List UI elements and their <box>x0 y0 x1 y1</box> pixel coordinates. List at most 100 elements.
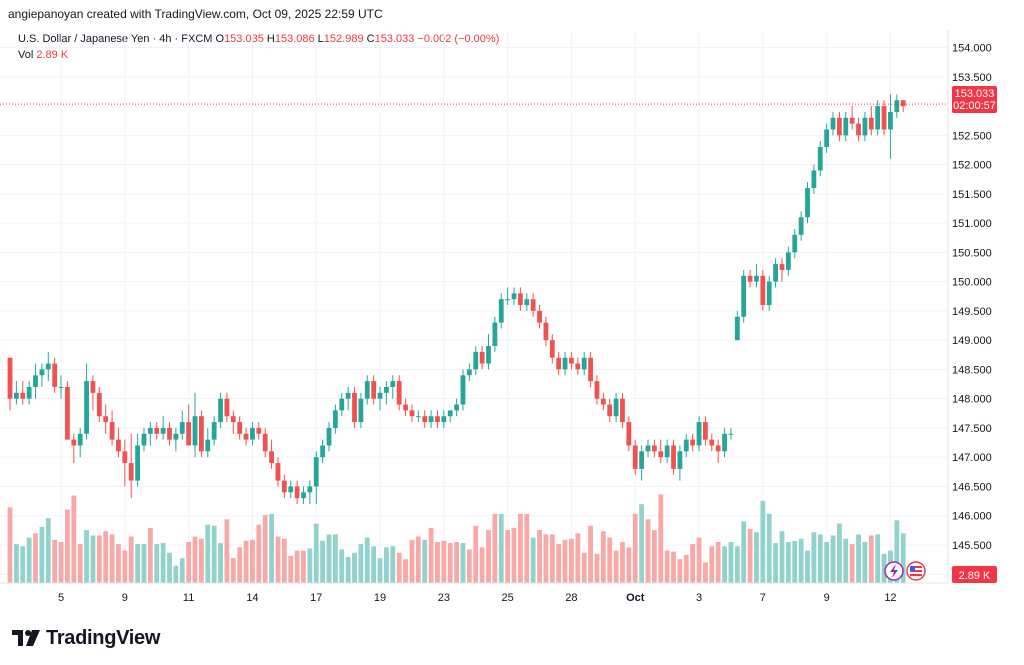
candle <box>651 439 657 458</box>
candle <box>205 427 211 458</box>
candle <box>122 439 128 487</box>
volume-legend: Vol 2.89 K <box>18 49 68 61</box>
volume-bar <box>505 530 511 583</box>
candle <box>703 416 708 446</box>
candle <box>173 427 179 452</box>
candle <box>301 486 306 504</box>
volume-bar <box>594 553 600 583</box>
candle <box>77 427 83 458</box>
volume-bar <box>575 533 581 583</box>
volume-bar <box>645 519 651 583</box>
candle <box>817 141 823 177</box>
x-tick-label: 3 <box>696 592 702 604</box>
candle <box>837 111 842 142</box>
candle-body <box>103 416 109 423</box>
volume-bar <box>122 550 128 583</box>
volume-bar <box>824 541 830 583</box>
candle <box>109 410 115 446</box>
price-tag-countdown: 02:00:57 <box>953 100 996 112</box>
candle <box>632 439 638 475</box>
candle-body <box>632 445 638 469</box>
candle <box>39 363 45 387</box>
candle-body <box>460 375 466 405</box>
candle <box>645 439 651 458</box>
volume-bar <box>607 537 613 583</box>
candle <box>760 269 766 311</box>
y-tick-label: 152.000 <box>952 160 992 172</box>
candle <box>569 351 574 370</box>
candle <box>422 410 428 428</box>
volume-bar <box>881 553 887 583</box>
candle <box>58 375 64 399</box>
candle <box>7 357 13 411</box>
candle <box>709 433 715 452</box>
candle-body <box>39 369 45 376</box>
candle-body <box>173 433 179 440</box>
candle-body <box>128 463 134 481</box>
x-tick-label: 25 <box>502 592 514 604</box>
volume-bar <box>96 535 102 583</box>
symbol-title[interactable]: U.S. Dollar / Japanese Yen · 4h · FXCM <box>18 33 213 45</box>
candle-body <box>530 299 536 311</box>
volume-bar <box>728 541 734 583</box>
candle-body <box>600 398 606 405</box>
lightning-icon[interactable] <box>884 561 904 581</box>
volume-bar <box>371 546 377 583</box>
candle-body <box>581 357 587 370</box>
y-tick-label: 148.500 <box>952 364 992 376</box>
candle <box>575 357 581 376</box>
volume-bar <box>664 550 670 583</box>
volume-label[interactable]: Vol <box>18 49 34 61</box>
candle <box>135 433 140 487</box>
candle-body <box>332 410 338 428</box>
volume-bar <box>837 523 842 583</box>
candle <box>518 287 523 311</box>
candle-body <box>639 451 645 469</box>
candle <box>454 398 459 417</box>
candle-body <box>154 427 160 434</box>
volume-bar <box>747 529 753 583</box>
candle <box>192 392 198 458</box>
candle <box>275 457 281 487</box>
volume-bar <box>205 524 211 583</box>
candle-body <box>575 363 581 370</box>
volume-bar <box>632 513 638 583</box>
volume-bar <box>849 544 855 583</box>
candle-body <box>243 433 249 440</box>
volume-tag-bg <box>952 566 997 583</box>
volume-bar <box>409 539 415 583</box>
x-tick-label: 19 <box>374 592 386 604</box>
candle-body <box>294 486 300 499</box>
volume-bar <box>160 543 166 583</box>
candle <box>862 111 868 142</box>
candle-body <box>218 398 223 423</box>
candle <box>773 258 778 288</box>
candle-body <box>33 375 38 387</box>
volume-bar <box>817 534 823 583</box>
volume-bar <box>785 541 791 583</box>
volume-bar <box>301 550 306 583</box>
x-tick-label: 17 <box>310 592 322 604</box>
us-flag-icon[interactable] <box>906 561 926 581</box>
candle <box>294 480 300 504</box>
candle <box>856 117 861 142</box>
candle-body <box>205 439 211 452</box>
candle <box>218 392 223 428</box>
candle <box>320 439 326 464</box>
candle <box>199 410 204 458</box>
volume-bar <box>581 552 587 583</box>
volume-bar <box>798 538 804 583</box>
candle-body <box>141 433 147 446</box>
candle <box>243 427 249 446</box>
candle-body <box>466 369 472 376</box>
tradingview-logo[interactable]: TradingView <box>12 626 160 650</box>
candle-body <box>741 275 747 317</box>
candle <box>664 439 670 464</box>
candle <box>607 398 613 423</box>
x-tick-label: 12 <box>884 592 896 604</box>
candle-body <box>556 357 562 370</box>
candle <box>543 316 549 346</box>
candle-body <box>116 439 121 452</box>
candlesticks <box>7 94 906 504</box>
